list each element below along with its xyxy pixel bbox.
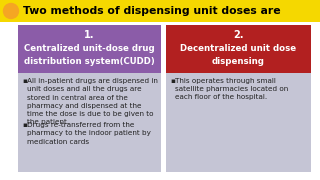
Circle shape	[4, 3, 19, 19]
Text: ▪: ▪	[22, 78, 27, 84]
Text: Centralized unit-dose drug
distribution system(CUDD): Centralized unit-dose drug distribution …	[24, 44, 155, 66]
Bar	[166, 73, 311, 172]
Bar	[0, 0, 320, 22]
Text: All in-patient drugs are dispensed in
unit doses and all the drugs are
stored in: All in-patient drugs are dispensed in un…	[27, 78, 158, 125]
Text: Drugs re-transferred from the
pharmacy to the indoor patient by
medication cards: Drugs re-transferred from the pharmacy t…	[27, 122, 151, 145]
Text: This operates through small
satellite pharmacies located on
each floor of the ho: This operates through small satellite ph…	[175, 78, 288, 100]
Text: ▪: ▪	[22, 122, 27, 128]
Text: Decentralized unit dose
dispensing: Decentralized unit dose dispensing	[180, 44, 297, 66]
Text: Two methods of dispensing unit doses are: Two methods of dispensing unit doses are	[23, 6, 281, 16]
Bar	[18, 73, 161, 172]
Bar	[18, 25, 161, 73]
Text: 2.: 2.	[233, 30, 244, 40]
Text: 1.: 1.	[84, 30, 95, 40]
Text: ▪: ▪	[170, 78, 175, 84]
Bar	[166, 25, 311, 73]
